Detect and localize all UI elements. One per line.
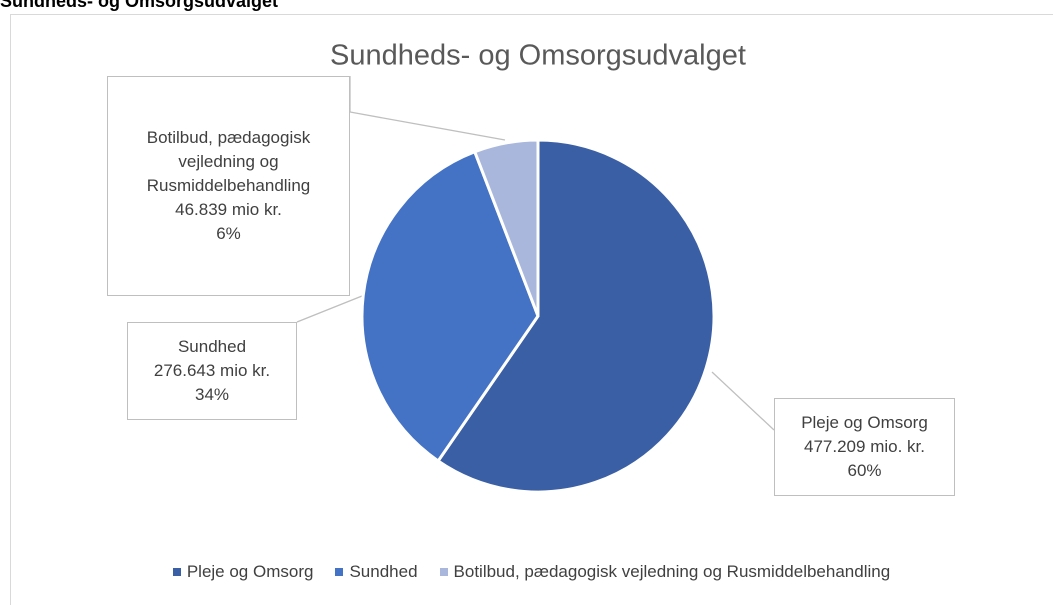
legend-label: Sundhed: [349, 562, 418, 581]
data-label-value: 477.209 mio. kr.: [804, 437, 925, 456]
data-label: Botilbud, pædagogisk vejledning og Rusmi…: [107, 76, 350, 296]
pie-slice: [436, 138, 716, 494]
legend-item: Pleje og Omsorg: [172, 562, 314, 582]
legend-item: Botilbud, pædagogisk vejledning og Rusmi…: [439, 562, 891, 582]
data-label-name: Pleje og Omsorg: [801, 413, 928, 432]
legend-label: Pleje og Omsorg: [186, 562, 314, 581]
data-label-percent: 60%: [847, 461, 882, 480]
data-label-percent: 34%: [194, 385, 230, 404]
leader-line: [296, 295, 363, 323]
leader-line: [711, 371, 775, 431]
legend: Pleje og Omsorg Sundhed Botilbud, pædagogi…: [10, 562, 1053, 582]
legend-swatch: [335, 568, 344, 576]
legend-item: Sundhed: [335, 562, 418, 582]
data-label: Sundhed 276.643 mio kr. 34%: [127, 322, 297, 420]
leader-line: [349, 76, 506, 141]
legend-swatch: [439, 568, 448, 576]
heading: Sundheds- og Omsorgsudvalget: [0, 0, 279, 11]
data-label-percent: 6%: [216, 224, 241, 243]
data-label: Pleje og Omsorg 477.209 mio. kr. 60%: [774, 398, 955, 496]
data-label-name: Sundhed: [177, 337, 247, 356]
data-label-value: 46.839 mio kr.: [175, 200, 282, 219]
legend-label: Botilbud, pædagogisk vejledning og Rusmi…: [453, 562, 891, 581]
chart-title: Sundheds- og Omsorgsudvalget: [330, 40, 746, 72]
data-label-name: Botilbud, pædagogisk vejledning og Rusmi…: [146, 128, 311, 195]
chart-frame: [10, 14, 1053, 605]
data-label-value: 276.643 mio kr.: [153, 361, 271, 380]
pie-slice: [360, 150, 540, 463]
pie-slice: [473, 138, 540, 318]
legend-swatch: [172, 568, 181, 576]
